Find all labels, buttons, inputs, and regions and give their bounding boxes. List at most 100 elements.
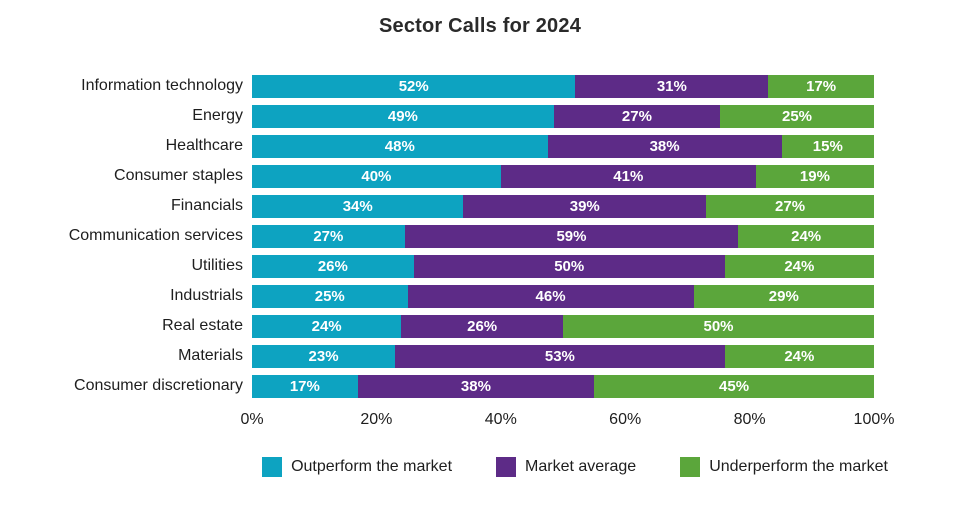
bar-track: 52% 31% 17% <box>252 74 874 98</box>
segment-value-label: 24% <box>784 257 815 275</box>
segment-value-label: 31% <box>656 77 687 95</box>
segment-value-label: 41% <box>613 167 644 185</box>
x-tick-label: 20% <box>360 411 393 428</box>
segment-value-label: 26% <box>467 317 498 335</box>
segment-value-label: 24% <box>784 347 815 365</box>
bar-segment-outperform-the-market: 49% <box>252 104 554 128</box>
bar-segment-outperform-the-market: 34% <box>252 194 464 218</box>
bar-track: 25% 46% 29% <box>252 284 874 308</box>
bar-track: 48% 38% 15% <box>252 134 874 158</box>
bar-track: 34% 39% 27% <box>252 194 874 218</box>
bar-track: 23% 53% 24% <box>252 344 874 368</box>
bar-segment-market-average: 38% <box>357 374 595 398</box>
bar-row-materials: Materials 23% 53% 24% <box>0 341 960 371</box>
bar-segment-underperform-the-market: 29% <box>693 284 874 308</box>
segment-value-label: 34% <box>342 197 373 215</box>
segment-value-label: 50% <box>703 317 734 335</box>
segment-value-label: 17% <box>806 77 837 95</box>
bar-segment-underperform-the-market: 50% <box>563 314 874 338</box>
bar-segment-underperform-the-market: 24% <box>724 344 874 368</box>
legend-label: Underperform the market <box>709 458 888 475</box>
bar-segment-market-average: 46% <box>407 284 694 308</box>
bar-segment-outperform-the-market: 17% <box>252 374 358 398</box>
bar-track: 27% 59% 24% <box>252 224 874 248</box>
bar-row-energy: Energy 49% 27% 25% <box>0 101 960 131</box>
bar-row-information-technology: Information technology 52% 31% 17% <box>0 71 960 101</box>
bar-segment-market-average: 39% <box>463 194 707 218</box>
segment-value-label: 25% <box>782 107 813 125</box>
bar-segment-underperform-the-market: 24% <box>738 224 874 248</box>
segment-value-label: 23% <box>308 347 339 365</box>
segment-value-label: 27% <box>313 227 344 245</box>
segment-value-label: 45% <box>719 377 750 395</box>
bar-segment-market-average: 59% <box>404 224 739 248</box>
x-tick-label: 0% <box>240 411 264 428</box>
bar-segment-underperform-the-market: 25% <box>720 104 874 128</box>
bar-segment-underperform-the-market: 19% <box>755 164 874 188</box>
category-label: Industrials <box>170 287 243 304</box>
segment-value-label: 40% <box>361 167 392 185</box>
x-axis: 0% 20% 40% 60% 80% 100% <box>240 409 894 435</box>
chart-title: Sector Calls for 2024 <box>378 15 582 37</box>
bar-track: 26% 50% 24% <box>252 254 874 278</box>
bar-segment-underperform-the-market: 45% <box>594 374 874 398</box>
bar-segment-underperform-the-market: 15% <box>781 134 874 158</box>
legend-swatch-market-average <box>496 457 517 477</box>
bar-row-healthcare: Healthcare 48% 38% 15% <box>0 131 960 161</box>
segment-value-label: 53% <box>544 347 575 365</box>
bar-segment-market-average: 50% <box>413 254 725 278</box>
bar-segment-outperform-the-market: 23% <box>252 344 396 368</box>
legend-label: Outperform the market <box>291 458 453 475</box>
category-label: Communication services <box>68 227 243 244</box>
segment-value-label: 27% <box>775 197 806 215</box>
segment-value-label: 49% <box>387 107 418 125</box>
segment-value-label: 59% <box>556 227 587 245</box>
bar-row-consumer-discretionary: Consumer discretionary 17% 38% 45% <box>0 371 960 401</box>
category-label: Materials <box>178 347 243 364</box>
segment-value-label: 46% <box>535 287 566 305</box>
bar-segment-underperform-the-market: 24% <box>724 254 874 278</box>
bar-segment-underperform-the-market: 27% <box>706 194 874 218</box>
segment-value-label: 48% <box>384 137 415 155</box>
segment-value-label: 27% <box>621 107 652 125</box>
legend-label: Market average <box>525 458 637 475</box>
segment-value-label: 29% <box>768 287 799 305</box>
bar-segment-market-average: 27% <box>553 104 721 128</box>
x-tick-label: 100% <box>853 411 895 428</box>
bar-track: 40% 41% 19% <box>252 164 874 188</box>
category-label: Real estate <box>162 317 243 334</box>
bar-segment-outperform-the-market: 48% <box>252 134 548 158</box>
legend-item-market-average: Market average <box>496 457 636 477</box>
x-tick-label: 80% <box>733 411 766 428</box>
bar-row-financials: Financials 34% 39% 27% <box>0 191 960 221</box>
bar-segment-outperform-the-market: 40% <box>252 164 501 188</box>
segment-value-label: 52% <box>398 77 429 95</box>
legend-item-underperform-the-market: Underperform the market <box>680 457 888 477</box>
bar-segment-outperform-the-market: 27% <box>252 224 405 248</box>
bar-segment-outperform-the-market: 52% <box>252 74 576 98</box>
segment-value-label: 26% <box>317 257 348 275</box>
x-tick-label: 40% <box>484 411 517 428</box>
segment-value-label: 38% <box>460 377 491 395</box>
segment-value-label: 24% <box>791 227 822 245</box>
bar-track: 49% 27% 25% <box>252 104 874 128</box>
category-label: Utilities <box>191 257 243 274</box>
plot-area: Information technology 52% 31% 17% Energy 49%… <box>0 71 960 401</box>
bar-segment-market-average: 38% <box>547 134 782 158</box>
x-tick-label: 60% <box>609 411 642 428</box>
category-label: Information technology <box>81 77 243 94</box>
bar-row-communication-services: Communication services 27% 59% 24% <box>0 221 960 251</box>
bar-segment-underperform-the-market: 17% <box>768 74 874 98</box>
segment-value-label: 24% <box>311 317 342 335</box>
segment-value-label: 39% <box>569 197 600 215</box>
bar-row-industrials: Industrials 25% 46% 29% <box>0 281 960 311</box>
legend-item-outperform-the-market: Outperform the market <box>262 457 452 477</box>
segment-value-label: 38% <box>649 137 680 155</box>
bar-segment-outperform-the-market: 24% <box>252 314 402 338</box>
bar-row-real-estate: Real estate 24% 26% 50% <box>0 311 960 341</box>
segment-value-label: 19% <box>799 167 830 185</box>
segment-value-label: 17% <box>289 377 320 395</box>
bar-segment-outperform-the-market: 25% <box>252 284 408 308</box>
category-label: Energy <box>192 107 243 124</box>
